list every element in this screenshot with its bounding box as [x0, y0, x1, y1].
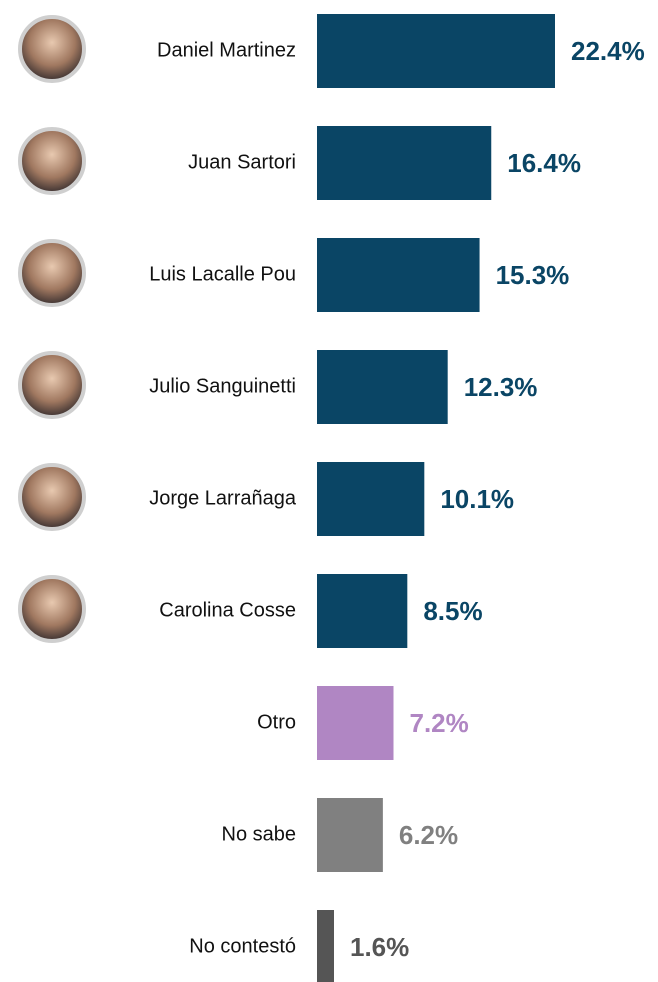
- category-label: Daniel Martinez: [157, 39, 296, 61]
- bar: [317, 126, 491, 200]
- bar: [317, 462, 424, 536]
- value-label: 10.1%: [440, 484, 514, 514]
- value-label: 6.2%: [399, 820, 458, 850]
- value-label: 12.3%: [464, 372, 538, 402]
- category-label: Julio Sanguinetti: [149, 375, 296, 397]
- candidate-photo: [20, 577, 84, 641]
- category-label: Luis Lacalle Pou: [149, 263, 296, 285]
- value-label: 22.4%: [571, 36, 645, 66]
- candidate-photo: [20, 129, 84, 193]
- value-label: 16.4%: [507, 148, 581, 178]
- candidate-photos: [20, 17, 84, 641]
- category-label: Carolina Cosse: [159, 599, 296, 621]
- value-label: 15.3%: [496, 260, 570, 290]
- bar: [317, 798, 383, 872]
- category-label: No sabe: [222, 823, 297, 845]
- candidate-photo: [20, 353, 84, 417]
- bar: [317, 574, 407, 648]
- value-label: 8.5%: [423, 596, 482, 626]
- bar: [317, 14, 555, 88]
- chart: Daniel Martinez 22.4% Juan Sartori 16.4% Lui…: [0, 0, 658, 982]
- page: {"chart_data": {"type": "bar", "orientat…: [0, 0, 658, 982]
- category-label: Juan Sartori: [188, 151, 296, 173]
- candidate-photo: [20, 241, 84, 305]
- category-label: Jorge Larrañaga: [149, 487, 297, 509]
- bar: [317, 350, 448, 424]
- candidate-photo: [20, 17, 84, 81]
- bar: [317, 686, 394, 760]
- value-label: 1.6%: [350, 932, 409, 962]
- value-label: 7.2%: [410, 708, 469, 738]
- category-label: No contestó: [189, 935, 296, 957]
- bar: [317, 238, 480, 312]
- candidate-photo: [20, 465, 84, 529]
- category-label: Otro: [257, 711, 296, 733]
- bar: [317, 910, 334, 982]
